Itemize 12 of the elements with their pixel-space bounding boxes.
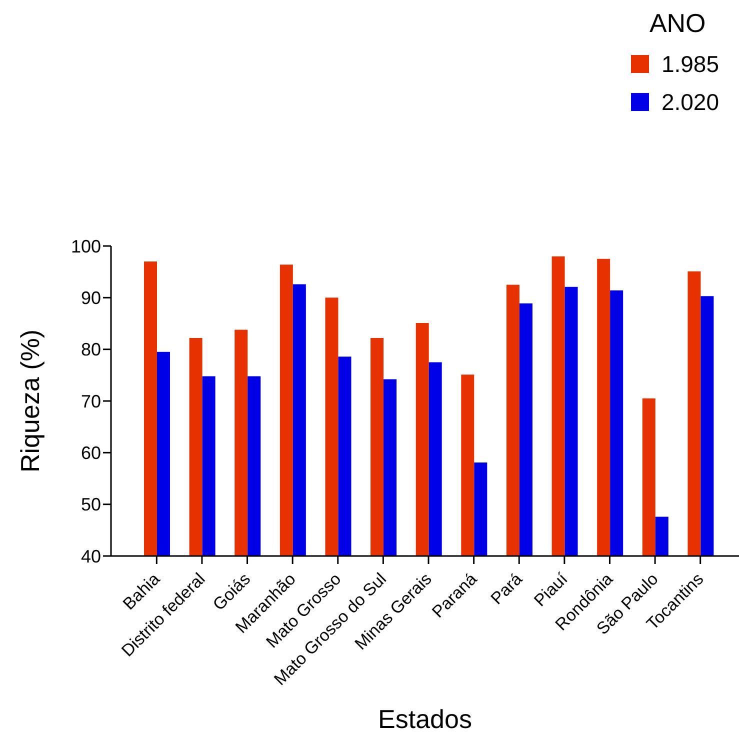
y-tick-label: 60 (80, 443, 101, 464)
y-tick-label: 50 (80, 494, 101, 515)
legend-title: ANO (649, 8, 707, 39)
y-tick-label: 70 (80, 391, 101, 412)
y-tick-label: 80 (80, 340, 101, 360)
legend-label: 1.985 (661, 50, 719, 78)
y-tick-label: 100 (70, 236, 101, 256)
legend-label: 2.020 (661, 88, 719, 116)
y-tick-label: 90 (80, 288, 101, 308)
y-tick-label: 40 (80, 546, 101, 566)
y-axis-title: Riqueza (%) (15, 329, 46, 473)
x-axis-title: Estados (378, 704, 472, 734)
